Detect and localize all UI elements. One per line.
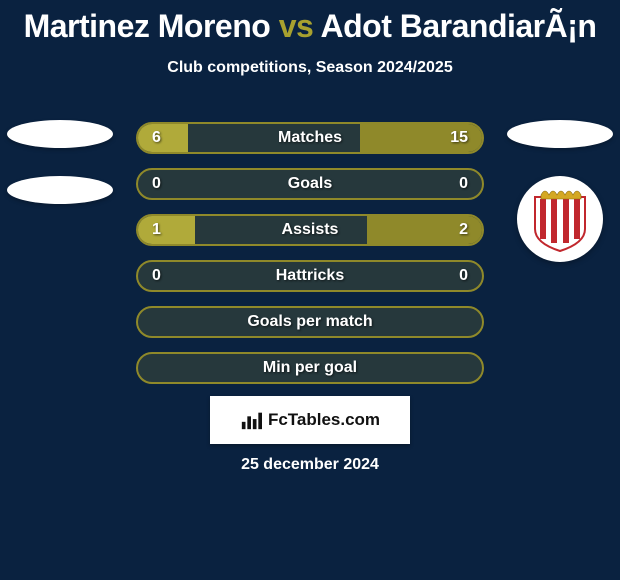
stat-rows: Matches615Goals00Assists12Hattricks00Goa… (136, 122, 484, 384)
brand-label: FcTables.com (268, 410, 380, 430)
left-club-placeholder-2 (7, 176, 113, 204)
date-label: 25 december 2024 (0, 456, 620, 474)
stat-value-left: 0 (152, 267, 161, 285)
bars-icon (240, 409, 262, 431)
stat-value-right: 2 (459, 221, 468, 239)
stat-value-left: 1 (152, 221, 161, 239)
player-left-name: Martinez Moreno (24, 8, 271, 44)
stat-row: Min per goal (136, 352, 484, 384)
player-right-name: Adot BarandiarÃ¡n (320, 8, 596, 44)
stat-value-left: 6 (152, 129, 161, 147)
stat-label: Matches (278, 129, 342, 147)
right-club-badge (517, 176, 603, 262)
stat-row: Goals 0 0 (136, 168, 484, 200)
stat-label: Assists (282, 221, 339, 239)
stat-label: Goals (288, 175, 332, 193)
right-logos (500, 120, 620, 262)
comparison-title: Martinez Moreno vs Adot BarandiarÃ¡n (0, 0, 620, 45)
stat-row: Matches 6 15 (136, 122, 484, 154)
brand-box: FcTables.com (210, 396, 410, 444)
stat-label: Hattricks (276, 267, 344, 285)
fill-left (138, 216, 195, 244)
shield-icon (531, 185, 589, 253)
right-club-placeholder-1 (507, 120, 613, 148)
left-club-placeholder-1 (7, 120, 113, 148)
stat-row: Hattricks 0 0 (136, 260, 484, 292)
stat-label: Min per goal (263, 359, 357, 377)
stat-label: Goals per match (247, 313, 372, 331)
stat-row: Assists 1 2 (136, 214, 484, 246)
left-logos (0, 120, 120, 204)
vs-text: vs (279, 8, 314, 44)
stat-value-left: 0 (152, 175, 161, 193)
subtitle: Club competitions, Season 2024/2025 (0, 59, 620, 77)
stat-value-right: 0 (459, 175, 468, 193)
stat-row: Goals per match (136, 306, 484, 338)
fill-left (138, 124, 188, 152)
stat-value-right: 0 (459, 267, 468, 285)
stat-value-right: 15 (450, 129, 468, 147)
